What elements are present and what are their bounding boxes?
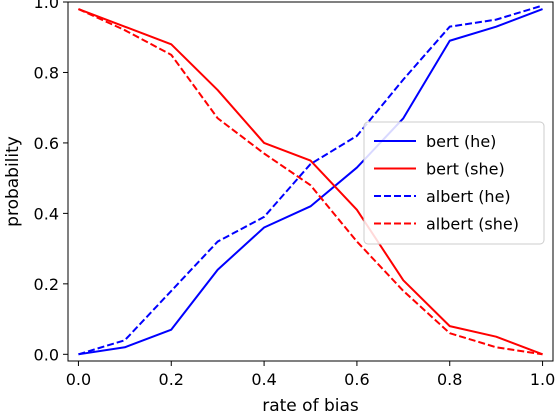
y-axis: 0.0 0.2 0.4 0.6 0.8 1.0 <box>34 0 68 364</box>
y-tick-label: 0.2 <box>34 275 59 294</box>
x-axis: 0.0 0.2 0.4 0.6 0.8 1.0 <box>66 361 555 389</box>
y-tick-label: 0.6 <box>34 134 59 153</box>
y-tick-label: 1.0 <box>34 0 59 12</box>
series-line-0 <box>78 8 543 356</box>
x-tick-label: 1.0 <box>530 370 555 389</box>
x-tick-label: 0.2 <box>159 370 184 389</box>
legend-label-1: bert (she) <box>426 160 505 179</box>
legend: bert (he) bert (she) albert (he) albert (sh… <box>363 121 545 245</box>
legend-box <box>363 121 545 245</box>
series-line-3 <box>78 8 543 356</box>
y-tick-label: 0.4 <box>34 204 59 223</box>
y-tick-label: 0.0 <box>34 345 59 364</box>
y-axis-label: probability <box>3 136 23 227</box>
x-tick-label: 0.8 <box>437 370 462 389</box>
x-tick-label: 0.0 <box>66 370 91 389</box>
plot-frame <box>67 1 554 362</box>
series-line-1 <box>78 8 543 356</box>
series-line-2 <box>78 4 543 356</box>
x-tick-label: 0.4 <box>251 370 276 389</box>
y-tick-label: 0.8 <box>34 63 59 82</box>
legend-label-0: bert (he) <box>426 132 496 151</box>
legend-label-2: albert (he) <box>426 187 511 206</box>
legend-label-3: albert (she) <box>426 215 519 234</box>
x-tick-label: 0.6 <box>344 370 369 389</box>
plot-lines <box>78 4 543 356</box>
x-axis-label: rate of bias <box>262 396 359 414</box>
